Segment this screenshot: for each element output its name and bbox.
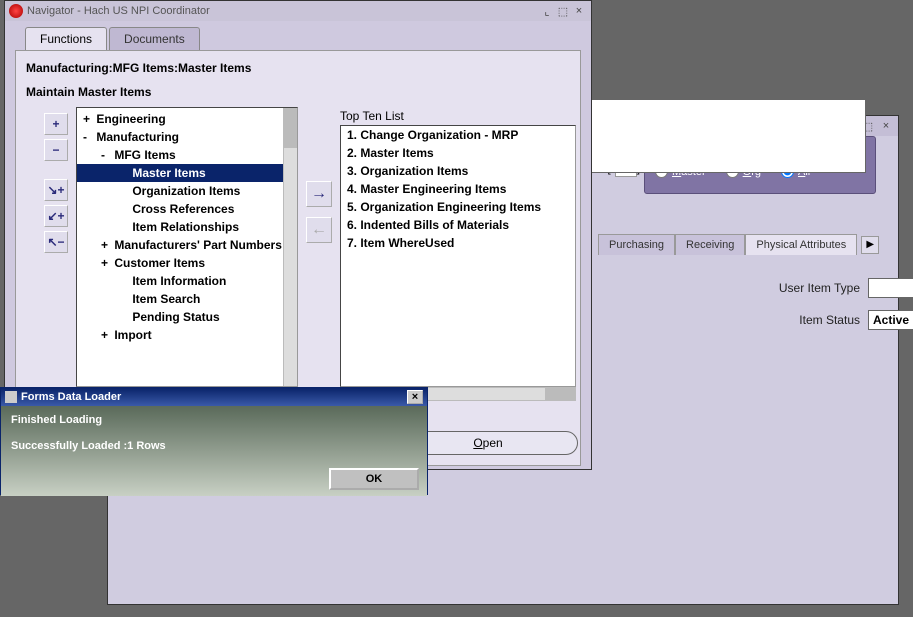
top-ten-list: 1. Change Organization - MRP2. Master It… [340, 125, 576, 387]
toplist-item[interactable]: 7. Item WhereUsed [341, 234, 575, 252]
open-button-label: Open [473, 436, 502, 450]
tree-item[interactable]: Item Information [77, 272, 297, 290]
fdl-icon [5, 391, 17, 403]
tree-side-buttons: + − ↘+ ↙+ ↖− [44, 113, 72, 257]
toplist-label: Top Ten List [340, 109, 404, 123]
tree-item[interactable]: + Engineering [77, 110, 297, 128]
nav-close-icon[interactable]: × [571, 4, 587, 18]
fdl-close-icon[interactable]: × [407, 390, 423, 404]
label-item-status: Item Status [799, 313, 860, 327]
toplist-item[interactable]: 5. Organization Engineering Items [341, 198, 575, 216]
tree-item[interactable]: Master Items [77, 164, 297, 182]
app-icon [9, 4, 23, 18]
toplist-item[interactable]: 6. Indented Bills of Materials [341, 216, 575, 234]
expand-all-button[interactable]: ↙+ [44, 205, 68, 227]
expand-button[interactable]: + [44, 113, 68, 135]
tree-item[interactable]: - Manufacturing [77, 128, 297, 146]
nav-minimize-icon[interactable]: ⌞ [539, 4, 555, 18]
tab-documents[interactable]: Documents [109, 27, 200, 50]
row-item-status: Item Status [598, 310, 913, 330]
forms-data-loader-dialog: Forms Data Loader × Finished Loading Suc… [0, 387, 428, 495]
input-user-item-type[interactable] [868, 278, 913, 298]
tree-item[interactable]: Cross References [77, 200, 297, 218]
navigator-titlebar: Navigator - Hach US NPI Coordinator ⌞ ⬚ … [5, 1, 591, 21]
tree-item[interactable]: + Customer Items [77, 254, 297, 272]
tree-item[interactable]: Item Search [77, 290, 297, 308]
tree-item[interactable]: Item Relationships [77, 218, 297, 236]
fdl-ok-button[interactable]: OK [329, 468, 419, 490]
item-form: User Item Type Item Status [598, 266, 913, 342]
add-to-list-button[interactable]: → [306, 181, 332, 207]
navigator-tabs: Functions Documents [25, 27, 581, 50]
toplist-item[interactable]: 2. Master Items [341, 144, 575, 162]
toplist-item[interactable]: 3. Organization Items [341, 162, 575, 180]
collapse-button[interactable]: − [44, 139, 68, 161]
tree-item[interactable]: + Import [77, 326, 297, 344]
tree-item[interactable]: Organization Items [77, 182, 297, 200]
breadcrumb: Manufacturing:MFG Items:Master Items [26, 61, 570, 75]
input-item-status[interactable] [868, 310, 913, 330]
tab-physical-attributes[interactable]: Physical Attributes [745, 234, 857, 255]
expand-branch-button[interactable]: ↘+ [44, 179, 68, 201]
function-tree: + Engineering- Manufacturing- MFG Items … [76, 107, 298, 387]
remove-from-list-button[interactable]: ← [306, 217, 332, 243]
close-icon[interactable]: × [878, 119, 894, 133]
tree-item[interactable]: + Manufacturers' Part Numbers [77, 236, 297, 254]
toplist-item[interactable]: 1. Change Organization - MRP [341, 126, 575, 144]
tab-purchasing[interactable]: Purchasing [598, 234, 675, 255]
label-user-item-type: User Item Type [779, 281, 860, 295]
row-user-item-type: User Item Type [598, 278, 913, 298]
nav-maximize-icon[interactable]: ⬚ [555, 4, 571, 18]
fdl-status-line: Finished Loading [11, 414, 417, 426]
fdl-body: Finished Loading Successfully Loaded :1 … [1, 406, 427, 496]
transfer-buttons: → ← [306, 181, 332, 253]
tab-receiving[interactable]: Receiving [675, 234, 745, 255]
collapse-all-button[interactable]: ↖− [44, 231, 68, 253]
panel-subtitle: Maintain Master Items [26, 85, 570, 99]
toplist-item[interactable]: 4. Master Engineering Items [341, 180, 575, 198]
fdl-result-line: Successfully Loaded :1 Rows [11, 440, 417, 452]
tree-scrollbar[interactable] [283, 108, 297, 386]
tree-item[interactable]: - MFG Items [77, 146, 297, 164]
tab-scroll-right-icon[interactable]: ▶ [861, 236, 879, 254]
tab-functions[interactable]: Functions [25, 27, 107, 50]
item-tabs: Purchasing Receiving Physical Attributes… [598, 234, 879, 255]
navigator-title: Navigator - Hach US NPI Coordinator [27, 5, 210, 17]
fdl-titlebar: Forms Data Loader × [1, 388, 427, 406]
fdl-title-text: Forms Data Loader [21, 391, 121, 403]
tree-item[interactable]: Pending Status [77, 308, 297, 326]
